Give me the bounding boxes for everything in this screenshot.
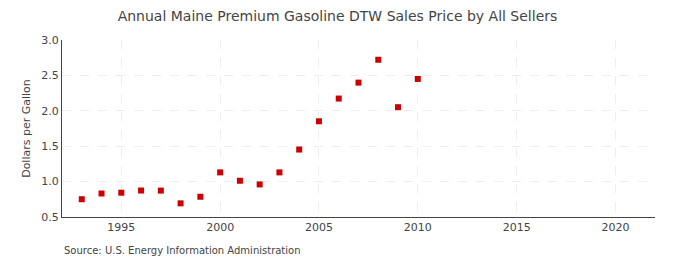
svg-text:Dollars per Gallon: Dollars per Gallon bbox=[20, 79, 33, 178]
svg-text:2010: 2010 bbox=[404, 221, 432, 234]
svg-text:2005: 2005 bbox=[305, 221, 333, 234]
svg-text:1.0: 1.0 bbox=[41, 175, 59, 188]
svg-text:Source: U.S. Energy Informatio: Source: U.S. Energy Information Administ… bbox=[64, 245, 301, 256]
svg-text:2015: 2015 bbox=[503, 221, 531, 234]
svg-text:1995: 1995 bbox=[107, 221, 135, 234]
svg-text:3.0: 3.0 bbox=[41, 34, 59, 47]
svg-text:0.5: 0.5 bbox=[41, 211, 59, 224]
svg-text:2020: 2020 bbox=[601, 221, 629, 234]
svg-text:Annual Maine Premium Gasoline: Annual Maine Premium Gasoline DTW Sales … bbox=[118, 8, 558, 24]
svg-text:2000: 2000 bbox=[206, 221, 234, 234]
svg-text:2.0: 2.0 bbox=[41, 105, 59, 118]
svg-text:1.5: 1.5 bbox=[41, 140, 59, 153]
svg-text:2.5: 2.5 bbox=[41, 69, 59, 82]
